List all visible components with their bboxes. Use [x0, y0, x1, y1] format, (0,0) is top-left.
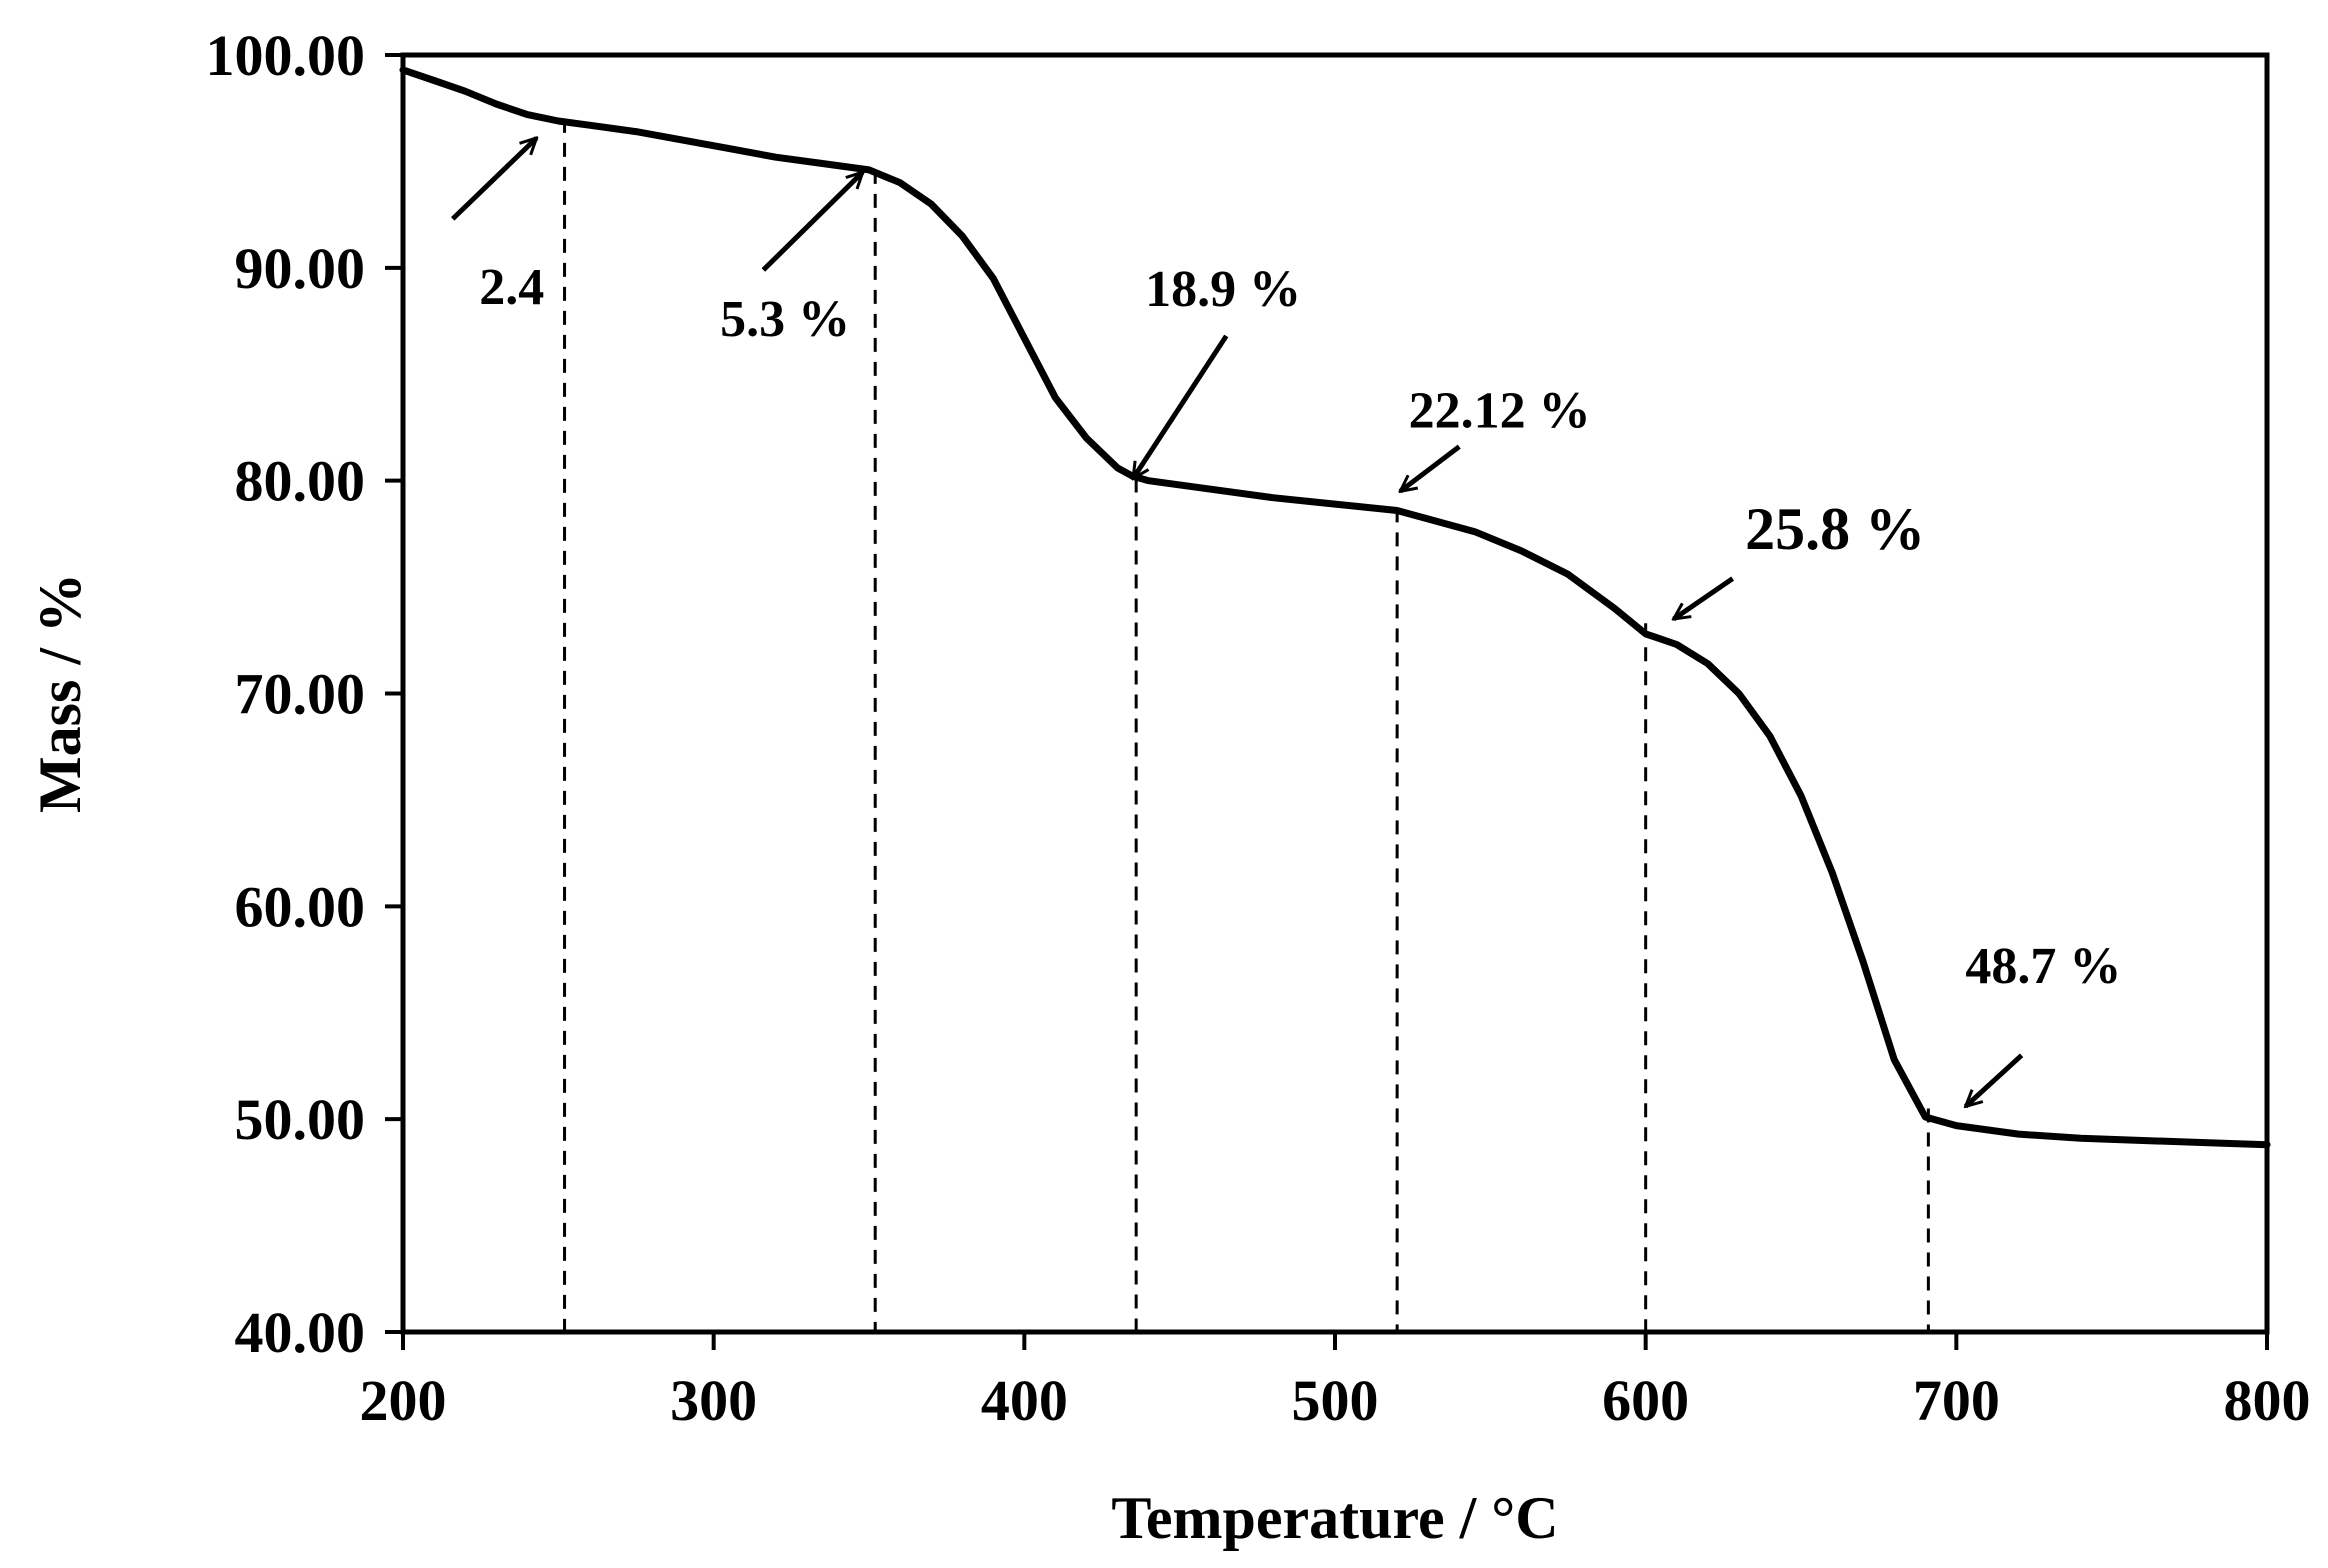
- x-tick-label: 800: [2224, 1368, 2311, 1433]
- y-tick-label: 70.00: [235, 662, 366, 727]
- annotation-arrow: [1400, 444, 1461, 492]
- x-tick-label: 400: [981, 1368, 1068, 1433]
- annotation-label: 22.12 %: [1409, 382, 1591, 439]
- y-axis-title: Mass / %: [27, 573, 93, 813]
- x-tick-label: 600: [1602, 1368, 1689, 1433]
- x-tick-label: 500: [1292, 1368, 1379, 1433]
- x-tick-label: 300: [670, 1368, 757, 1433]
- y-tick-label: 80.00: [235, 449, 366, 514]
- annotation-arrow: [1130, 334, 1229, 479]
- annotation-label: 25.8 %: [1745, 496, 1925, 562]
- y-tick-label: 50.00: [235, 1087, 366, 1152]
- y-axis-ticks: 40.00 50.00 60.00 70.00 80.00 90.00 100.00: [206, 23, 403, 1365]
- annotation-arrow: [450, 138, 537, 221]
- y-tick-label: 60.00: [235, 874, 366, 939]
- y-tick-label: 90.00: [235, 236, 366, 301]
- annotation-label: 48.7 %: [1965, 938, 2121, 995]
- x-tick-label: 200: [360, 1368, 447, 1433]
- annotation-label: 2.4: [479, 259, 544, 316]
- plot-area: [400, 52, 2270, 1335]
- x-axis-title: Temperature / °C: [1111, 1485, 1558, 1551]
- x-axis-ticks: 200 300 400 500 600 700 800: [360, 1332, 2311, 1433]
- annotation-arrow: [761, 172, 862, 272]
- y-tick-label: 40.00: [235, 1300, 366, 1365]
- y-tick-label: 100.00: [206, 23, 366, 88]
- annotation-arrow: [1674, 576, 1735, 622]
- data-series: [399, 66, 2271, 1149]
- annotation-label: 5.3 %: [720, 291, 850, 348]
- mass-curve: [399, 66, 2271, 1149]
- annotations: 2.4 5.3 % 18.9 % 22.12 % 25.8 % 48.7 %: [450, 138, 2121, 1106]
- transition-marker-lines: [563, 118, 1930, 1332]
- annotation-arrow: [1966, 1053, 2024, 1106]
- x-tick-label: 700: [1913, 1368, 2000, 1433]
- annotation-label: 18.9 %: [1145, 261, 1301, 318]
